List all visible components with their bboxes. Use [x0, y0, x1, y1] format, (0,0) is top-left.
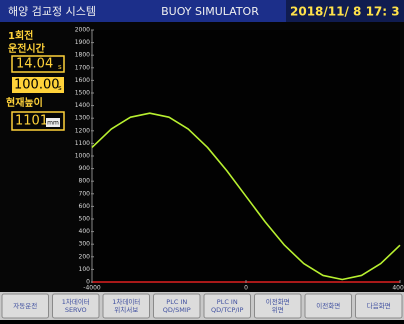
page: 해양 검교정 시스템 BUOY SIMULATOR 2018/11/ 8 17:…	[0, 0, 404, 320]
y-tick-label: 700	[79, 190, 91, 197]
cycle-time: 14.04	[16, 57, 53, 72]
y-tick-label: 1300	[75, 115, 90, 122]
y-tick-label: 1700	[75, 64, 90, 71]
button-label[interactable]: QD/SMIP	[163, 306, 191, 314]
y-tick-label: 1100	[75, 140, 90, 147]
y-tick-label: 300	[79, 241, 91, 248]
screen: 해양 검교정 시스템 BUOY SIMULATOR 2018/11/ 8 17:…	[0, 0, 404, 320]
y-tick-label: 1500	[75, 90, 90, 97]
button-label[interactable]: 위면	[272, 305, 284, 314]
height-unit: mm	[47, 120, 59, 127]
button-label[interactable]: PLC IN	[166, 298, 187, 306]
y-tick-label: 100	[79, 266, 91, 273]
button-label[interactable]: 1차데이터	[62, 297, 90, 306]
y-tick-label: 800	[79, 178, 91, 185]
x-tick-label: -4000	[83, 285, 101, 292]
y-tick-label: 2000	[75, 27, 90, 34]
button-label[interactable]: PLC IN	[217, 298, 238, 306]
button-label[interactable]: 다음화면	[367, 301, 391, 310]
y-tick-label: 1600	[75, 77, 90, 84]
y-tick-label: 400	[79, 228, 91, 235]
y-tick-label: 600	[79, 203, 91, 210]
button-label[interactable]: 이전화면	[266, 297, 290, 306]
total-time: 100.00	[14, 78, 60, 93]
button-label[interactable]: 이전화면	[316, 301, 340, 310]
y-tick-label: 1900	[75, 39, 90, 46]
system-name: 해양 검교정 시스템	[8, 4, 96, 18]
button-label[interactable]: QD/TCP/IP	[211, 306, 243, 314]
button-label[interactable]: SERVO	[65, 306, 87, 314]
y-tick-label: 200	[79, 253, 91, 260]
y-tick-label: 900	[79, 165, 91, 172]
plot-area	[92, 30, 400, 282]
button-label[interactable]: 위치서보	[114, 305, 138, 314]
cycle-label: 1회전	[8, 29, 33, 42]
x-tick-label: 4000	[392, 285, 404, 292]
button-label[interactable]: 1차데이터	[112, 297, 140, 306]
y-tick-label: 1800	[75, 52, 90, 59]
y-tick-label: 1000	[75, 153, 90, 160]
x-tick-label: 0	[244, 285, 248, 292]
cycle-unit: s	[58, 63, 62, 71]
total-unit: s	[58, 84, 62, 92]
height-label: 현재높이	[6, 96, 43, 109]
y-tick-label: 1400	[75, 102, 90, 109]
cycle-label: 운전시간	[8, 42, 46, 55]
y-tick-label: 500	[79, 216, 91, 223]
screen-title: BUOY SIMULATOR	[161, 5, 259, 18]
plot: 0 100 200 300 400 500 600 700 800 900 1000 1100 1200…	[75, 27, 404, 292]
button-label[interactable]: 자동운전	[13, 301, 37, 310]
clock: 2018/11/ 8 17: 3	[290, 5, 400, 19]
height: 1101	[15, 114, 48, 129]
y-tick-label: 1200	[75, 127, 90, 134]
